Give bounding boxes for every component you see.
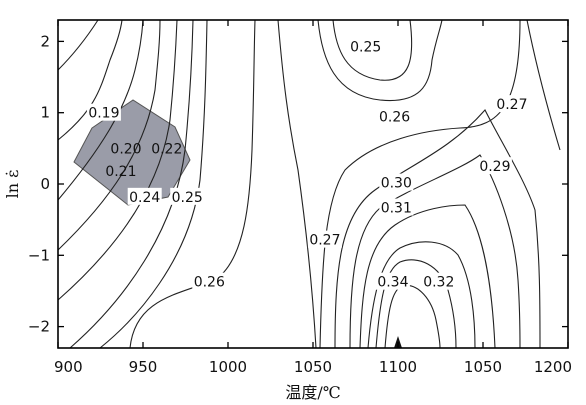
contour-label-text: 0.19 <box>88 106 119 122</box>
x-tick-label: 1050 <box>294 358 332 376</box>
contour-line <box>57 19 178 301</box>
contour-label-bg <box>421 272 456 290</box>
contour-label: 0.20 <box>110 141 141 157</box>
contour-label-bg <box>477 157 512 175</box>
contour-line <box>384 284 441 349</box>
contour-label-text: 0.25 <box>350 39 381 55</box>
contour-line <box>57 19 161 251</box>
x-axis: 900 950 1000 1050 1100 1050 1200 <box>54 20 572 376</box>
contour-line <box>129 19 256 349</box>
contour-label: 0.21 <box>105 164 136 180</box>
y-tick-label: 2 <box>40 32 50 50</box>
contour-label-text: 0.29 <box>479 159 510 175</box>
x-tick-label: 1200 <box>534 358 572 376</box>
contour-line <box>367 241 476 349</box>
x-tick-label: 950 <box>129 358 158 376</box>
contour-label-text: 0.32 <box>423 275 454 291</box>
contour-label-bg <box>86 103 121 121</box>
contour-label-bg <box>377 107 412 125</box>
contour-line <box>359 204 496 349</box>
contour-label-text: 0.25 <box>172 190 203 206</box>
contour-label-text: 0.26 <box>379 109 410 125</box>
contour-label: 0.25 <box>170 187 205 206</box>
contour-label: 0.27 <box>307 230 342 249</box>
contour-label-text: 0.22 <box>151 141 182 157</box>
contour-line <box>317 19 443 102</box>
y-tick-label: 0 <box>40 175 50 193</box>
contour-label: 0.24 <box>127 187 162 206</box>
contour-label-bg <box>379 173 414 191</box>
contour-line <box>319 19 521 349</box>
contour-label-bg <box>127 187 162 205</box>
contour-label-bg <box>348 37 383 55</box>
contour-line <box>277 19 317 349</box>
contour-label: 0.32 <box>421 272 456 291</box>
contour-label-bg <box>170 187 205 205</box>
x-tick-label: 1100 <box>379 358 417 376</box>
contour-line <box>334 109 541 349</box>
contour-label-bg <box>379 198 414 216</box>
contour-label-text: 0.31 <box>381 201 412 217</box>
contour-line <box>99 19 208 349</box>
y-tick-label: −1 <box>28 246 50 264</box>
contour-line <box>57 19 123 141</box>
contour-label: 0.26 <box>377 107 412 125</box>
contour-label: 0.27 <box>494 95 529 113</box>
x-tick-label: 1050 <box>464 358 502 376</box>
contour-label-text: 0.26 <box>194 275 225 291</box>
contour-line <box>349 154 521 349</box>
contour-line <box>526 19 561 151</box>
contour-label-bg <box>307 230 342 248</box>
contour-label-text: 0.27 <box>496 97 527 113</box>
contour-line <box>375 259 457 349</box>
contour-label-text: 0.21 <box>105 164 136 180</box>
contour-label-text: 0.27 <box>309 233 340 249</box>
y-tick-label: 1 <box>40 104 50 122</box>
contour-label: 0.25 <box>348 37 383 55</box>
x-axis-title: 温度/℃ <box>285 383 340 402</box>
contour-label-text: 0.34 <box>377 275 408 291</box>
contour-line <box>57 19 99 71</box>
contour-label: 0.29 <box>477 157 512 175</box>
contour-label: 0.31 <box>379 198 414 217</box>
x-tick-label: 900 <box>54 358 83 376</box>
contour-label: 0.19 <box>86 103 121 122</box>
contour-labels: 0.19 0.20 0.21 0.22 0.24 0.25 0.25 0.26 0.26 0.27… <box>86 37 529 291</box>
contour-label-text: 0.30 <box>381 176 412 192</box>
contour-label: 0.30 <box>379 173 414 192</box>
y-tick-label: −2 <box>28 318 50 336</box>
contour-label-text: 0.20 <box>110 141 141 157</box>
y-axis: 2 1 0 −1 −2 <box>28 32 568 336</box>
contour-line <box>57 19 144 201</box>
contour-label: 0.34 <box>375 272 410 291</box>
contour-label-text: 0.24 <box>129 190 160 206</box>
contour-label: 0.22 <box>151 141 182 157</box>
x-tick-label: 1000 <box>209 358 247 376</box>
contour-label-bg <box>375 272 410 290</box>
contour-line <box>69 19 194 349</box>
contour-line <box>332 19 413 81</box>
contour-label-bg <box>494 95 529 113</box>
contour-label: 0.26 <box>192 272 227 291</box>
contour-label-bg <box>192 272 227 290</box>
y-axis-title: ln ε̇ <box>3 170 22 199</box>
